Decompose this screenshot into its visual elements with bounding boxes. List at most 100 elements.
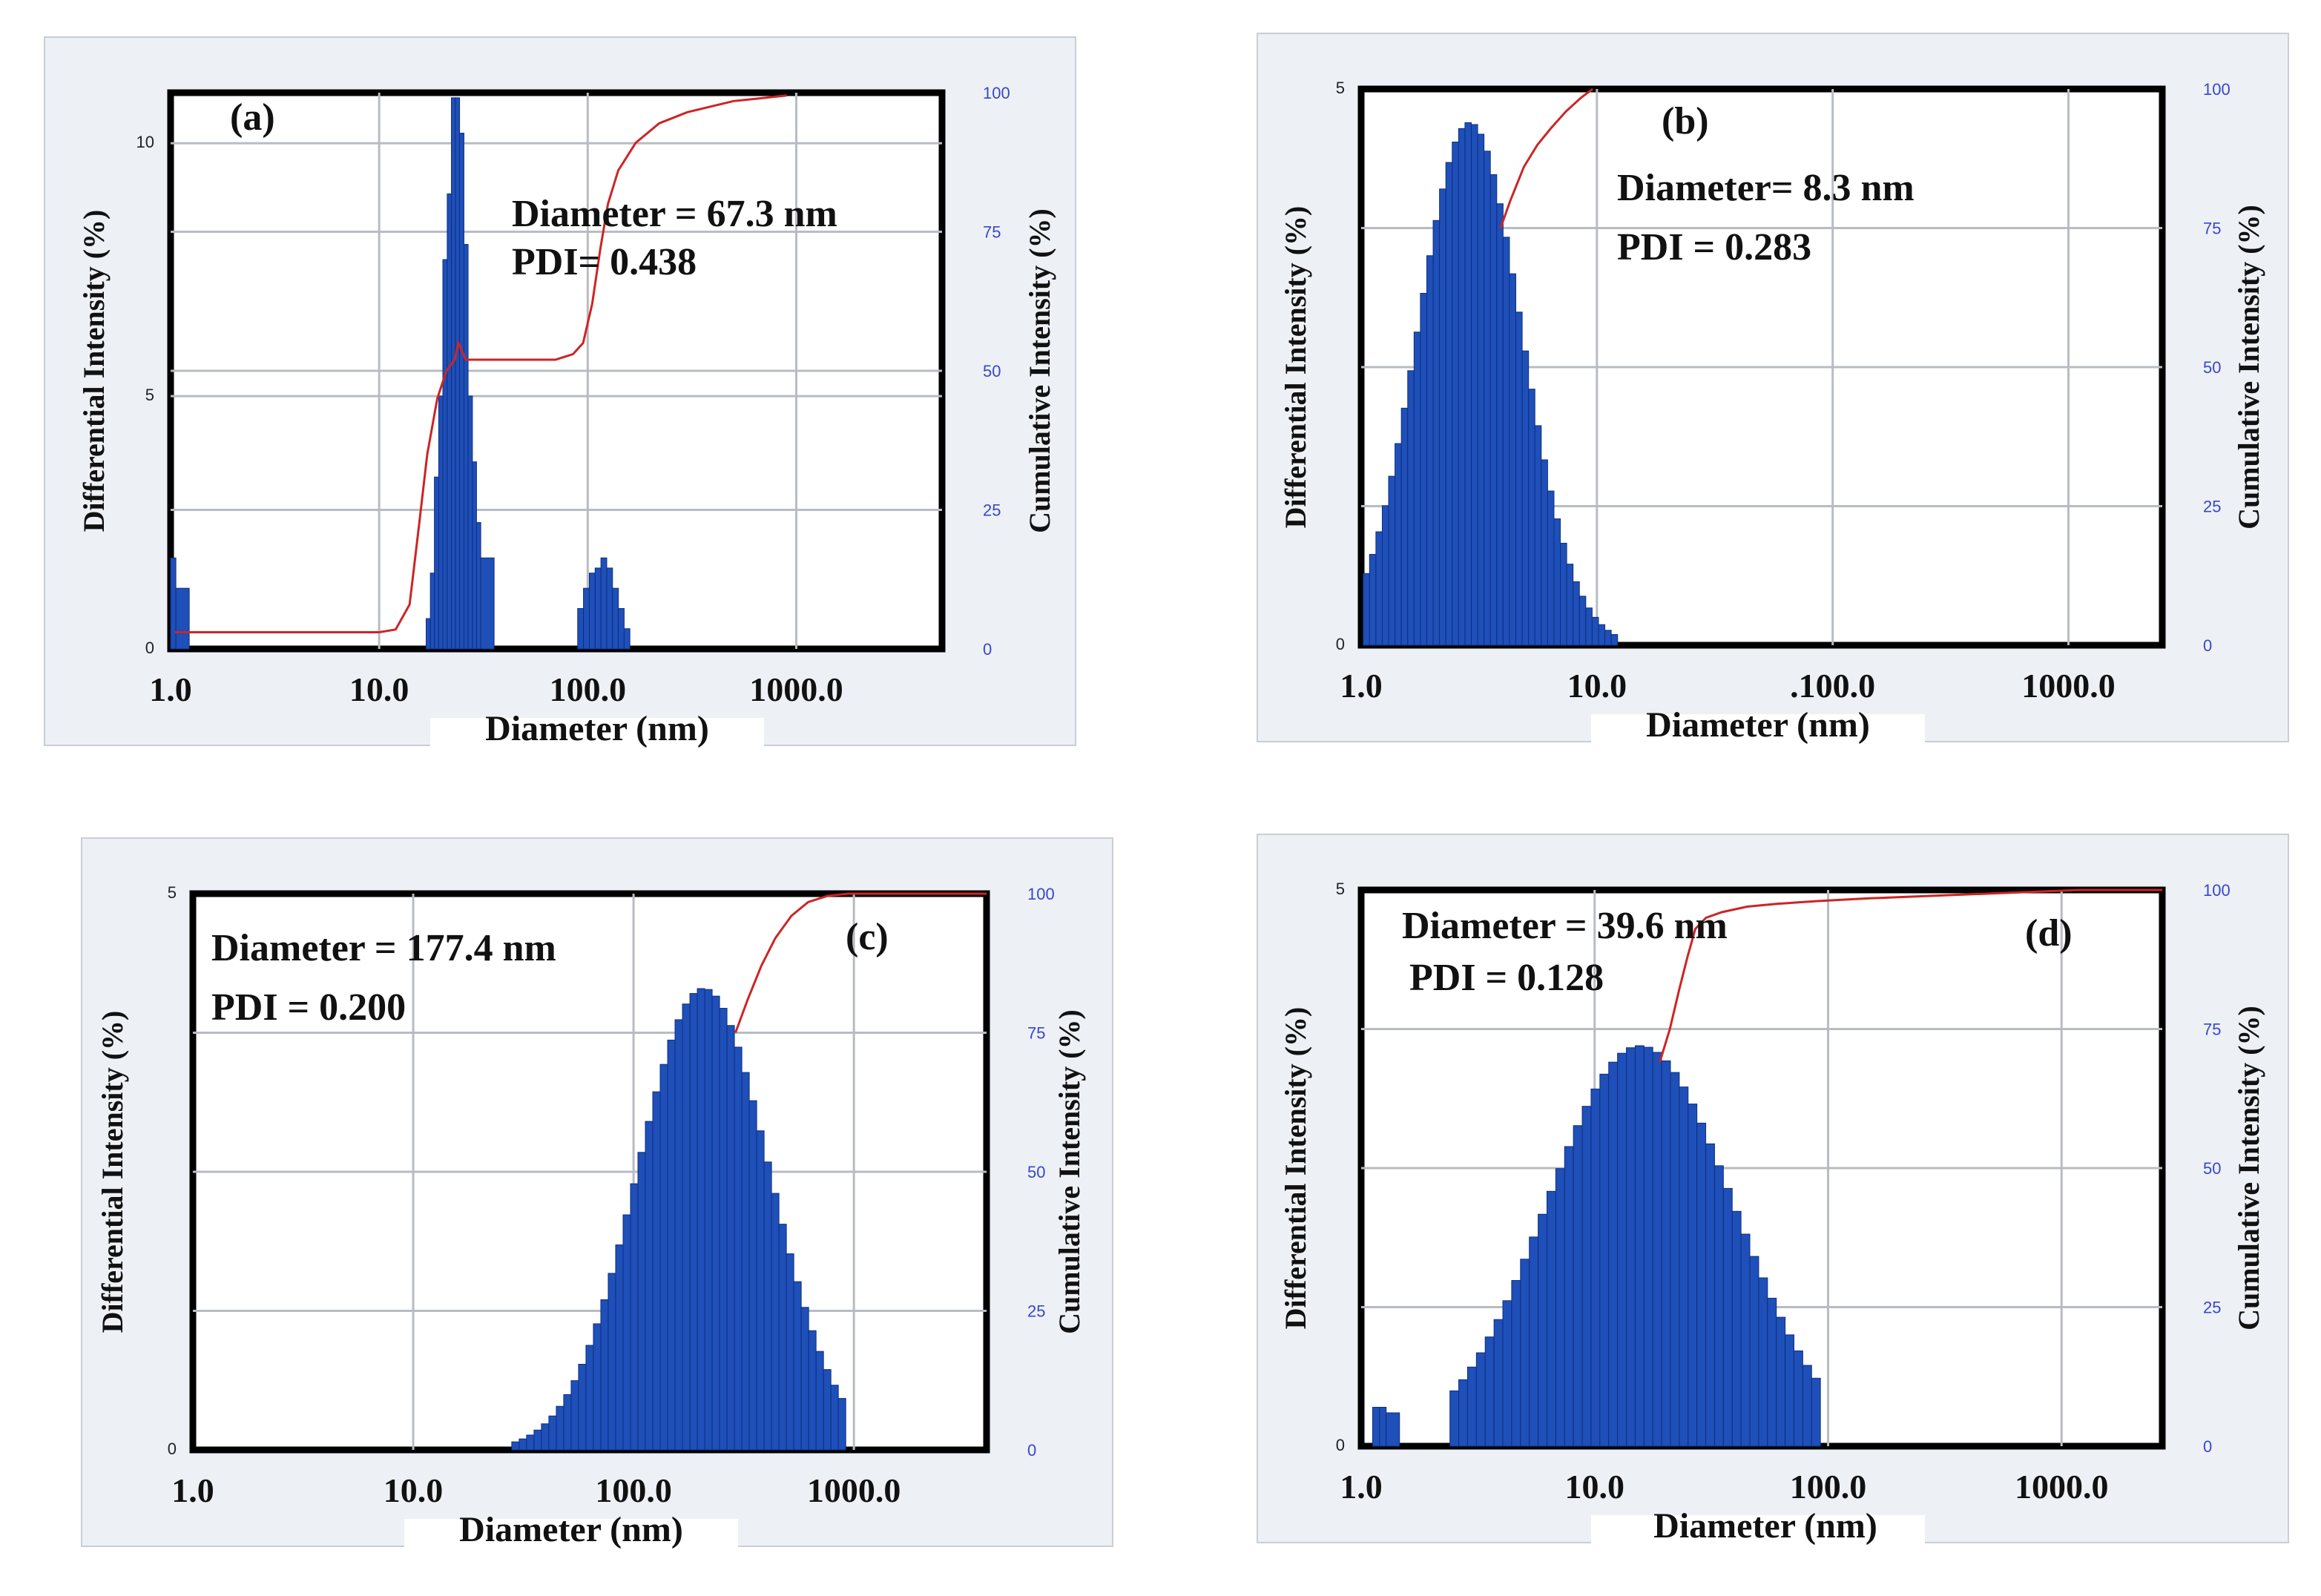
- histogram-bar: [612, 587, 619, 650]
- histogram-bar: [1688, 1104, 1698, 1447]
- y2-tick-label: 50: [1027, 1163, 1045, 1181]
- x-tick-label: 10.0: [383, 1471, 444, 1509]
- histogram-bar: [1521, 350, 1530, 646]
- histogram-bar: [1731, 1210, 1742, 1447]
- histogram-bar: [1740, 1233, 1751, 1447]
- histogram-bar: [1432, 220, 1441, 646]
- cumulative-curve: [175, 94, 787, 633]
- histogram-bar: [1484, 1336, 1495, 1447]
- histogram-bar: [1509, 273, 1517, 646]
- histogram-bar: [771, 1193, 780, 1451]
- histogram-bar: [1445, 162, 1453, 646]
- histogram-bar: [704, 989, 713, 1451]
- histogram-bar: [689, 993, 698, 1451]
- histogram-bar: [472, 461, 477, 650]
- y2-tick-label: 100: [983, 84, 1010, 102]
- histogram-bar: [682, 1003, 691, 1451]
- y2-tick-label: 50: [2203, 358, 2221, 377]
- histogram-bar: [808, 1330, 817, 1451]
- histogram-bar: [463, 244, 469, 650]
- x-tick-label: 1000.0: [807, 1471, 901, 1509]
- histogram-bar: [434, 476, 439, 650]
- y2-axis-label: Cumulative Intensity (%): [2232, 1006, 2265, 1330]
- y2-tick-label: 0: [2203, 1437, 2212, 1456]
- histogram-bar: [756, 1130, 765, 1451]
- x-tick-label: 100.0: [550, 670, 627, 708]
- histogram-bars: [1363, 122, 1619, 646]
- histogram-bar: [778, 1224, 787, 1451]
- histogram-bar: [1802, 1365, 1812, 1447]
- histogram-bar: [1452, 141, 1459, 646]
- histogram-bar: [1466, 1366, 1477, 1447]
- histogram-bar: [652, 1091, 661, 1451]
- y-tick-label: 5: [168, 883, 177, 902]
- histogram-bar: [1553, 518, 1561, 646]
- histogram-bar: [1767, 1297, 1777, 1447]
- histogram-bar: [618, 607, 625, 650]
- annotation-pdi: PDI = 0.283: [1617, 226, 1811, 268]
- histogram-bar: [429, 573, 435, 650]
- histogram-bar: [697, 988, 705, 1451]
- histogram-bar: [1793, 1350, 1803, 1447]
- histogram-bar: [1776, 1316, 1786, 1447]
- histogram-bar: [1496, 203, 1504, 646]
- histogram-bar: [1661, 1060, 1671, 1447]
- histogram-bar: [1439, 188, 1446, 646]
- histogram-bar: [674, 1019, 683, 1451]
- histogram-bar: [630, 1183, 639, 1451]
- histogram-bar: [711, 995, 720, 1451]
- xlabel-backdrop: [404, 1519, 738, 1563]
- cumulative-curve-layer: [734, 892, 987, 1034]
- y2-tick-label: 0: [2203, 636, 2212, 655]
- histogram-bar: [1573, 581, 1580, 646]
- y2-tick-label: 0: [1027, 1441, 1036, 1460]
- histogram-bar: [800, 1307, 809, 1451]
- y2-tick-label: 50: [983, 362, 1001, 380]
- histogram-bar: [1407, 370, 1415, 646]
- x-tick-label: 10.0: [349, 670, 409, 708]
- chart-panel-c: 1.0 10.0 100.0 1000.0 0 5 0 25 50 75 100 Diameter …: [78, 837, 1113, 1563]
- histogram-bar: [1643, 1046, 1653, 1447]
- histogram-bar: [447, 193, 452, 650]
- histogram-bar: [1363, 573, 1370, 646]
- histogram-bar: [1520, 1259, 1530, 1447]
- histogram-bar: [1413, 332, 1421, 646]
- y-tick-label: 10: [136, 133, 154, 151]
- annotation-pdi: PDI = 0.128: [1409, 957, 1604, 999]
- x-axis-label: Diameter (nm): [485, 709, 709, 748]
- x-axis-label: Diameter (nm): [1653, 1506, 1877, 1546]
- histogram-bar: [1458, 128, 1466, 646]
- histogram-bar: [1564, 1146, 1574, 1447]
- histogram-bar: [1458, 1379, 1468, 1447]
- cumulative-curve-layer: [1499, 88, 1594, 229]
- y2-tick-label: 25: [2203, 1299, 2221, 1317]
- histogram-bar: [175, 587, 190, 650]
- histogram-bar: [1578, 596, 1587, 646]
- histogram-bar: [823, 1369, 832, 1451]
- y2-axis-label: Cumulative Intensity (%): [1053, 1009, 1086, 1334]
- histogram-bar: [1591, 616, 1599, 646]
- histogram-bar: [1388, 475, 1396, 646]
- annotation-diameter: Diameter = 39.6 nm: [1402, 905, 1728, 947]
- histogram-bar: [1785, 1334, 1794, 1447]
- histogram-bar: [1381, 505, 1389, 646]
- y-tick-label: 5: [1336, 79, 1345, 97]
- histogram-bar: [548, 1415, 557, 1451]
- histogram-bar: [1538, 1213, 1547, 1447]
- histogram-bar: [583, 587, 590, 650]
- x-tick-label: 1000.0: [749, 670, 843, 708]
- histogram-bar: [585, 1345, 594, 1451]
- x-tick-label: 10.0: [1567, 667, 1627, 705]
- histogram-bar: [1573, 1125, 1583, 1447]
- histogram-bar: [1420, 292, 1427, 646]
- histogram-bar: [475, 522, 481, 650]
- histogram-bar: [1566, 564, 1574, 646]
- y-tick-label: 0: [1336, 1436, 1345, 1454]
- histogram-bar: [1511, 1280, 1521, 1447]
- x-tick-label: 1.0: [1340, 667, 1383, 705]
- histogram-bar: [518, 1438, 527, 1451]
- x-tick-label: 100.0: [1790, 1468, 1867, 1506]
